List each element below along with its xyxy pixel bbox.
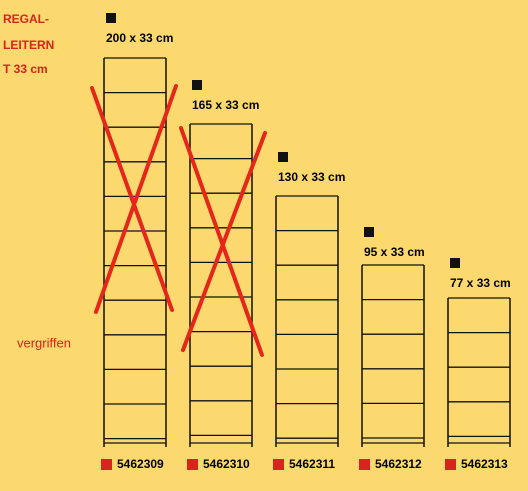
- cross-line: [94, 84, 178, 314]
- marker-square: [106, 13, 116, 23]
- size-label: 77 x 33 cm: [450, 276, 511, 290]
- article-square: [359, 459, 370, 470]
- cross-line: [90, 86, 174, 312]
- sold-out-crosses: [90, 84, 267, 357]
- title-line: LEITERN: [3, 38, 54, 52]
- size-label: 165 x 33 cm: [192, 98, 259, 112]
- article-number: 5462310: [203, 457, 250, 471]
- sold-out-note: vergriffen: [17, 335, 71, 350]
- article-number: 5462309: [117, 457, 164, 471]
- ladders: 200 x 33 cm 5462309 165 x 33 cm 5462310 130 …: [101, 13, 511, 471]
- article-square: [273, 459, 284, 470]
- cross-line: [179, 126, 264, 357]
- marker-square: [450, 258, 460, 268]
- article-square: [187, 459, 198, 470]
- article-number: 5462311: [289, 457, 335, 471]
- article-number: 5462313: [461, 457, 508, 471]
- title-line: REGAL-: [3, 12, 49, 26]
- marker-square: [364, 227, 374, 237]
- article-square: [445, 459, 456, 470]
- cross-line: [181, 131, 267, 352]
- marker-square: [192, 80, 202, 90]
- size-label: 200 x 33 cm: [106, 31, 173, 45]
- size-label: 130 x 33 cm: [278, 170, 345, 184]
- marker-square: [278, 152, 288, 162]
- title-line: T 33 cm: [3, 62, 48, 76]
- article-square: [101, 459, 112, 470]
- article-number: 5462312: [375, 457, 422, 471]
- size-label: 95 x 33 cm: [364, 245, 425, 259]
